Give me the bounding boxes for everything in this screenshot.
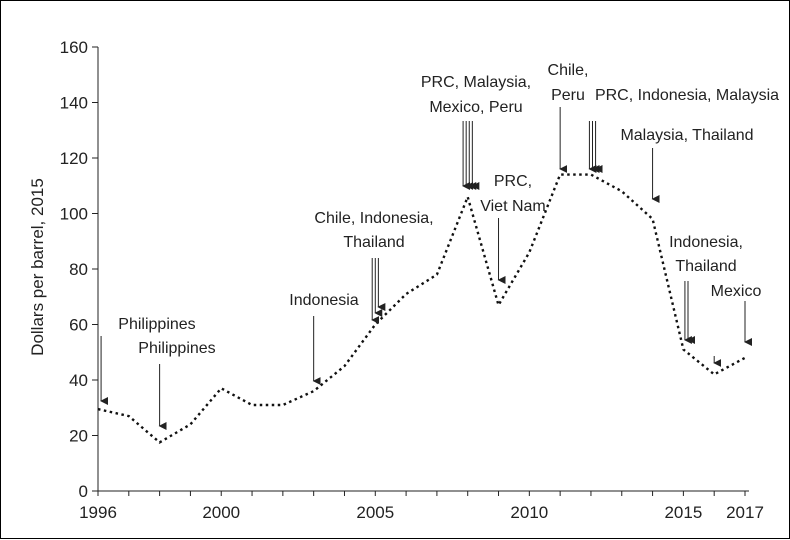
event-annotation: PRC, Malaysia, Mexico, Peru <box>421 74 531 190</box>
event-annotation: PRC, Viet Nam <box>480 173 546 284</box>
x-tick-label: 2015 <box>664 503 702 522</box>
y-tick-label: 160 <box>60 38 88 57</box>
annotation-label: Chile, <box>548 62 589 79</box>
annotation-label: Malaysia, Thailand <box>620 127 753 144</box>
x-tick-label: 2005 <box>356 503 394 522</box>
y-tick-label: 20 <box>69 427 88 446</box>
annotation-label: Viet Nam <box>480 198 546 215</box>
x-tick-label: 2017 <box>726 503 764 522</box>
event-annotation: Indonesia <box>289 292 359 385</box>
annotation-label: Peru <box>551 87 585 104</box>
event-annotation: Philippines <box>100 316 196 405</box>
annotation-label: Indonesia, <box>669 234 743 251</box>
y-axis-label: Dollars per barrel, 2015 <box>28 178 47 356</box>
annotation-label: Philippines <box>118 316 195 333</box>
y-tick-label: 60 <box>69 316 88 335</box>
event-annotation: Indonesia, Thailand <box>669 234 743 344</box>
annotation-label: Thailand <box>675 258 736 275</box>
y-tick-label: 80 <box>69 260 88 279</box>
y-tick-label: 100 <box>60 205 88 224</box>
annotation-label: PRC, Malaysia, <box>421 74 531 91</box>
annotation-label: Indonesia <box>289 292 358 309</box>
event-annotation: Chile, Indonesia, Thailand <box>314 210 434 324</box>
x-tick-label: 2000 <box>202 503 240 522</box>
annotation-label: Mexico <box>711 283 762 300</box>
event-annotation: Mexico <box>711 283 762 367</box>
event-annotation: Philippines <box>138 340 216 430</box>
event-annotation: Malaysia, Thailand <box>620 127 754 203</box>
annotation-label: Philippines <box>138 340 215 357</box>
annotation-label: PRC, <box>494 173 532 190</box>
annotation-label: Mexico, Peru <box>429 99 522 116</box>
annotation-label: Chile, Indonesia, <box>314 210 433 227</box>
y-tick-label: 0 <box>79 482 88 501</box>
x-tick-label: 1996 <box>79 503 117 522</box>
y-tick-label: 40 <box>69 371 88 390</box>
event-annotation: PRC, Indonesia, Malaysia <box>588 87 779 173</box>
y-tick-label: 140 <box>60 94 88 113</box>
price-series-line <box>97 173 746 444</box>
y-tick-label: 120 <box>60 149 88 168</box>
annotation-label: Thailand <box>343 234 404 251</box>
annotation-label: PRC, Indonesia, Malaysia <box>595 87 779 104</box>
event-annotation: Chile, Peru <box>548 62 589 173</box>
x-tick-label: 2010 <box>510 503 548 522</box>
